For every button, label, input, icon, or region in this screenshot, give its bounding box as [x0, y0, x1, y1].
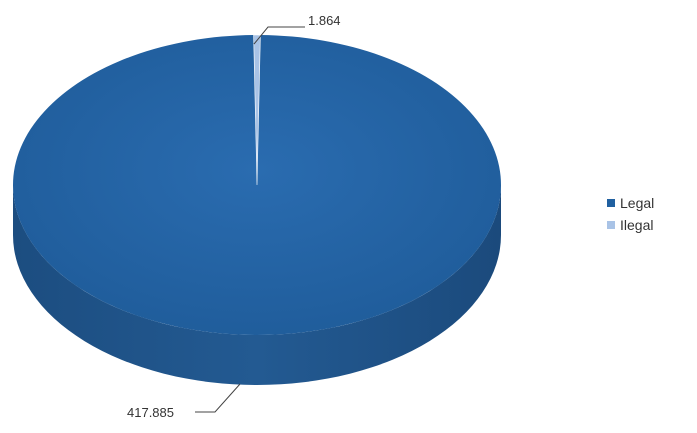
leader-line-legal	[195, 383, 241, 413]
legend-label-ilegal: Ilegal	[620, 217, 654, 233]
legend-item-legal: Legal	[607, 192, 654, 214]
leader-line-ilegal	[253, 26, 305, 45]
data-label-legal: 417.885	[127, 405, 174, 420]
chart-legend: Legal Ilegal	[607, 192, 654, 236]
legend-swatch-legal	[607, 199, 615, 207]
legend-label-legal: Legal	[620, 195, 655, 211]
pie-slice-ilegal	[253, 34, 261, 186]
legend-item-ilegal: Ilegal	[607, 214, 654, 236]
legend-swatch-ilegal	[607, 221, 615, 229]
data-label-ilegal: 1.864	[308, 13, 341, 28]
pie-slice-legal	[12, 35, 501, 336]
pie-side-wall	[13, 185, 501, 385]
